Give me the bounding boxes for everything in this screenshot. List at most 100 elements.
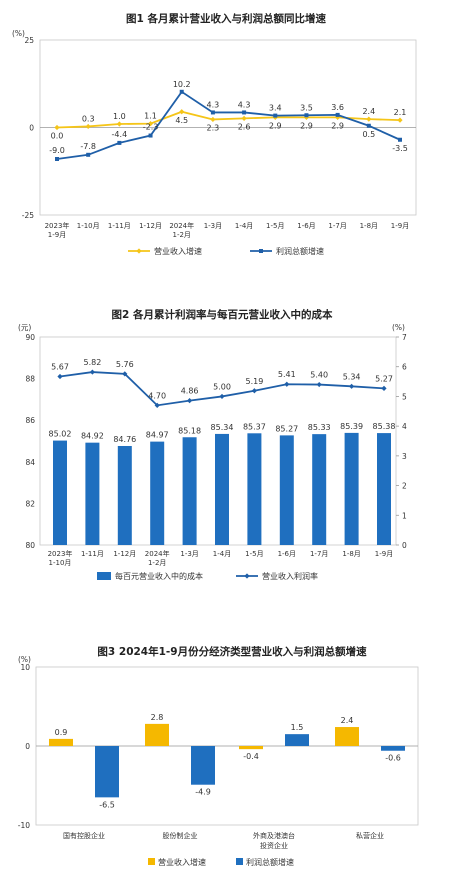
chart-2-margin-data-label: 5.40 [310, 371, 328, 380]
chart-1-series-line-2 [56, 90, 401, 160]
chart-2-cost-data-label: 85.34 [211, 423, 234, 432]
chart-2-x-tick-label: 1-8月 [342, 550, 360, 558]
chart-2-x-tick-label: 1-12月 [113, 550, 136, 558]
chart-2-y-left-tick-label: 86 [25, 416, 35, 425]
chart-1-profit-point [242, 110, 247, 115]
chart-2-margin-point [349, 383, 355, 389]
chart-1-legend-marker-revenue [136, 248, 142, 254]
chart-1-revenue-data-label: 2.1 [394, 108, 407, 117]
chart-3-legend-swatch-profit [236, 858, 243, 865]
chart-3-revenue-bar [145, 723, 169, 746]
chart-2-legend-label-cost: 每百元营业收入中的成本 [115, 571, 203, 581]
chart-2-margin-point [154, 402, 160, 408]
chart-1-profit-data-label: 10.2 [173, 80, 191, 89]
chart-1-y-tick-label: 25 [24, 36, 34, 45]
chart-2-cost-data-label: 85.39 [340, 422, 363, 431]
chart-1-revenue-data-label: 2.9 [300, 121, 313, 130]
chart-2-margin-data-label: 5.27 [375, 374, 393, 383]
chart-3-title: 图3 2024年1-9月份分经济类型营业收入与利润总额增速 [97, 645, 367, 658]
chart-2-y-left-tick-label: 88 [25, 375, 35, 384]
chart-1-profit-point [398, 137, 402, 142]
chart-2-y-left-tick-label: 80 [25, 541, 35, 550]
chart-2-cost-bar [279, 435, 294, 545]
chart-2-y-right-tick-label: 0 [402, 541, 407, 550]
chart-1-profit-point [335, 112, 340, 117]
chart-1-y-tick-label: 0 [29, 124, 34, 133]
chart-1-profit-point [304, 113, 309, 118]
chart-1-legend-marker-profit [259, 249, 263, 253]
chart-2-x-tick-label: 1-9月 [375, 550, 393, 558]
chart-2-margin-point [122, 371, 128, 377]
chart-1-revenue-point [397, 117, 403, 123]
chart-1-profit-data-label: 4.3 [238, 100, 251, 109]
chart-2-cost-bar [150, 441, 165, 545]
chart-2-cost-data-label: 85.37 [243, 422, 266, 431]
chart-3: 图3 2024年1-9月份分经济类型营业收入与利润总额增速 (%) 10 0 -10… [18, 645, 419, 867]
chart-2-x-tick-label: 1-11月 [81, 550, 104, 558]
chart-2-y-right-tick-label: 5 [402, 392, 407, 401]
chart-2-cost-bar [247, 433, 262, 545]
chart-2-cost-data-label: 84.92 [81, 432, 104, 441]
chart-2-x-tick-label: 1-3月 [180, 550, 198, 558]
chart-1-revenue-point [116, 121, 122, 127]
chart-2-y-right-tick-label: 6 [402, 363, 407, 372]
chart-3-revenue-bar [335, 727, 359, 746]
chart-1-unit: (%) [12, 29, 25, 38]
chart-3-legend-label-profit: 利润总额增速 [246, 857, 294, 867]
chart-3-unit: (%) [18, 655, 31, 664]
chart-1-x-tick-label: 1-4月 [235, 222, 253, 230]
chart-1-x-tick-label: 2024年 1-2月 [169, 221, 194, 239]
chart-1-profit-data-label: 4.3 [207, 100, 220, 109]
chart-2-cost-data-label: 85.02 [49, 430, 72, 439]
chart-2-y-right-tick-label: 2 [402, 482, 407, 491]
chart-1-profit-data-label: 3.5 [300, 103, 313, 112]
chart-3-profit-data-label: -6.5 [99, 800, 115, 809]
chart-1-x-tick-label: 1-6月 [297, 222, 315, 230]
chart-2-margin-point [251, 388, 257, 394]
chart-1-revenue-point [147, 121, 154, 127]
chart-1-profit-point [210, 110, 215, 115]
chart-2-cost-bar [182, 437, 197, 545]
chart-1-profit-data-label: -3.5 [392, 144, 408, 153]
chart-2-margin-point [187, 397, 193, 404]
chart-2-margin-data-label: 5.76 [116, 360, 134, 369]
chart-2-margin-data-label: 5.41 [278, 370, 296, 379]
chart-2: 图2 各月累计利润率与每百元营业收入中的成本 (元) (%) 90 88 86 84 8… [18, 308, 407, 581]
chart-2-margin-point [284, 381, 290, 387]
chart-3-x-tick-label: 私营企业 [356, 831, 384, 840]
chart-3-y-tick-label: -10 [18, 821, 30, 830]
chart-1-revenue-point [210, 116, 216, 123]
chart-1-profit-data-label: 0.5 [362, 130, 375, 139]
chart-1-profit-data-label: -7.8 [80, 142, 96, 151]
chart-1-revenue-point [179, 109, 185, 115]
chart-2-margin-data-label: 4.86 [181, 387, 199, 396]
chart-1-profit-data-label: 3.4 [269, 104, 282, 113]
chart-3-legend-swatch-revenue [148, 858, 155, 865]
chart-2-y-right-tick-label: 7 [402, 333, 407, 342]
chart-3-x-tick-label: 股份制企业 [163, 831, 198, 840]
chart-3-profit-data-label: 1.5 [291, 723, 304, 732]
chart-3-revenue-data-label: 0.9 [55, 728, 68, 737]
chart-1: 图1 各月累计营业收入与利润总额同比增速 (%) 25 0 -25 2023年 1-9月… [12, 12, 417, 256]
chart-1-legend-label-revenue: 营业收入增速 [154, 246, 202, 256]
chart-2-cost-bar [85, 442, 100, 545]
chart-1-profit-data-label: 3.6 [331, 103, 344, 112]
chart-1-revenue-point [54, 124, 60, 131]
chart-1-x-tick-label: 1-3月 [204, 222, 222, 230]
chart-1-profit-data-label: -2.3 [143, 123, 159, 132]
chart-3-profit-data-label: -0.6 [385, 754, 401, 763]
chart-2-margin-data-label: 5.82 [83, 358, 101, 367]
chart-2-margin-data-label: 5.19 [245, 377, 263, 386]
chart-2-x-tick-label: 1-5月 [245, 550, 263, 558]
chart-3-x-tick-label: 国有控股企业 [63, 831, 105, 840]
chart-1-revenue-data-label: 2.9 [269, 121, 282, 130]
chart-2-cost-bar [53, 440, 67, 545]
chart-3-revenue-data-label: -0.4 [243, 752, 259, 761]
chart-2-cost-bar [215, 433, 229, 545]
chart-1-revenue-data-label: 2.6 [238, 122, 251, 131]
chart-2-margin-point [89, 369, 95, 375]
chart-1-x-tick-label: 1-10月 [77, 222, 100, 230]
chart-2-cost-data-label: 84.97 [146, 431, 169, 440]
chart-1-x-tick-label: 1-7月 [328, 222, 346, 230]
